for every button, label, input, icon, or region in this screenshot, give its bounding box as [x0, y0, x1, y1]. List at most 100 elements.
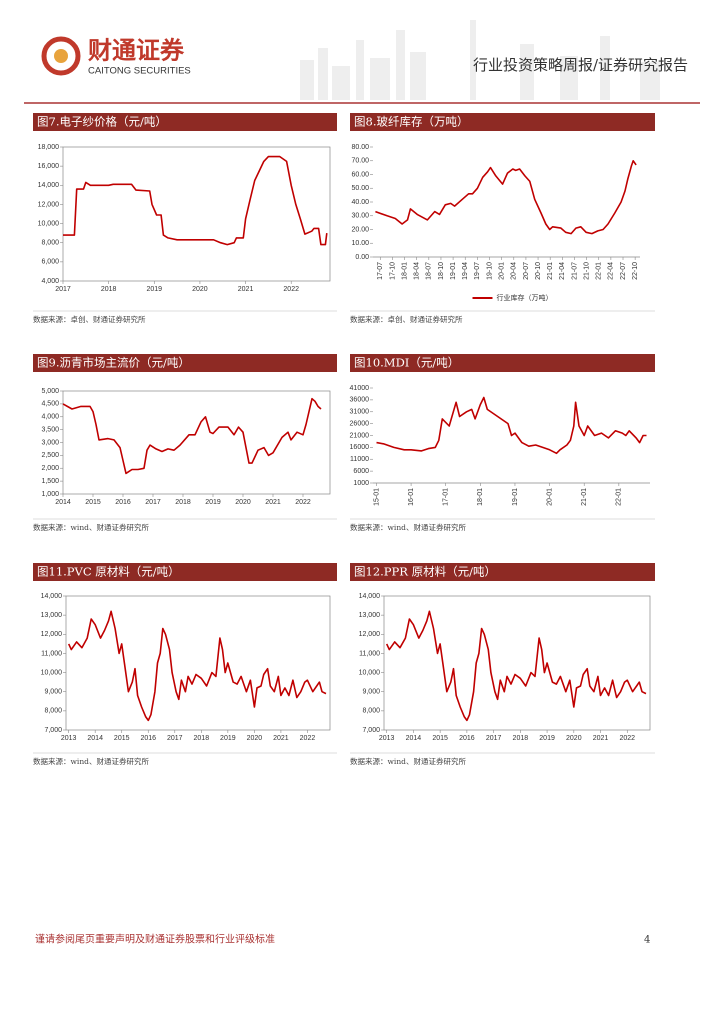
x-tick-label: 22-04 [608, 262, 615, 280]
x-tick-label: 22-07 [620, 262, 627, 280]
y-tick-label: 50.00 [351, 185, 369, 192]
chart-title: 图10.MDI（元/吨） [354, 356, 459, 370]
y-tick-label: 9,000 [362, 689, 380, 696]
x-tick-label: 2019 [220, 735, 236, 742]
y-tick-label: 21000 [350, 432, 370, 439]
y-tick-label: 70.00 [351, 158, 369, 165]
x-tick-label: 2018 [101, 286, 117, 293]
y-tick-label: 16000 [350, 444, 370, 451]
x-tick-label: 22-10 [632, 262, 639, 280]
x-tick-label: 22-01 [616, 488, 623, 506]
page-number: 4 [644, 935, 650, 946]
x-tick-label: 2018 [175, 499, 191, 506]
x-tick-label: 17-01 [443, 488, 450, 506]
y-tick-label: 6,000 [41, 259, 59, 266]
x-tick-label: 18-07 [426, 262, 433, 280]
data-line [375, 160, 637, 235]
x-tick-label: 19-01 [450, 262, 457, 280]
x-tick-label: 21-10 [583, 262, 590, 280]
y-tick-label: 11000 [350, 456, 369, 463]
source: 数据来源：卓创、财通证券研究所 [350, 314, 463, 324]
y-tick-label: 41000 [350, 385, 370, 392]
x-tick-label: 2014 [55, 499, 71, 506]
y-tick-label: 40.00 [351, 199, 369, 206]
x-tick-label: 16-01 [408, 488, 415, 506]
x-tick-label: 20-01 [498, 262, 505, 280]
y-tick-label: 18,000 [38, 144, 60, 151]
x-tick-label: 17-07 [377, 262, 384, 280]
x-tick-label: 2014 [87, 735, 103, 742]
logo-icon [41, 36, 81, 76]
y-tick-label: 8,000 [41, 240, 59, 247]
skyline [300, 20, 660, 100]
x-tick-label: 2020 [247, 735, 263, 742]
y-tick-label: 3,500 [41, 426, 59, 433]
y-tick-label: 12,000 [41, 631, 63, 638]
source: 数据来源：wind、财通证券研究所 [33, 522, 149, 532]
y-tick-label: 26000 [350, 420, 370, 427]
x-tick-label: 2021 [238, 286, 254, 293]
title-bar [33, 354, 337, 372]
source: 数据来源：wind、财通证券研究所 [33, 756, 149, 766]
x-tick-label: 2015 [114, 735, 130, 742]
y-tick-label: 4,000 [41, 414, 59, 421]
x-tick-label: 22-01 [596, 262, 603, 280]
x-tick-label: 2017 [486, 735, 502, 742]
x-tick-label: 2018 [194, 735, 210, 742]
y-tick-label: 6000 [353, 468, 369, 475]
chart-title: 图11.PVC 原材料（元/吨） [37, 565, 180, 579]
chart-title: 图9.沥青市场主流价（元/吨） [37, 356, 190, 370]
x-tick-label: 2019 [205, 499, 221, 506]
y-tick-label: 10,000 [41, 669, 63, 676]
x-tick-label: 2022 [619, 735, 635, 742]
x-tick-label: 19-04 [462, 262, 469, 280]
data-line [385, 610, 647, 722]
x-tick-label: 21-04 [559, 262, 566, 280]
chart-title: 图12.PPR 原材料（元/吨） [354, 565, 496, 579]
x-tick-label: 2020 [566, 735, 582, 742]
data-line [67, 610, 327, 722]
source: 数据来源：wind、财通证券研究所 [350, 522, 466, 532]
title-bar [350, 113, 655, 131]
plot-frame [62, 390, 331, 495]
x-tick-label: 2020 [192, 286, 208, 293]
x-tick-label: 2020 [235, 499, 251, 506]
y-tick-label: 12,000 [359, 631, 381, 638]
y-tick-label: 14,000 [41, 593, 63, 600]
x-tick-label: 2021 [593, 735, 609, 742]
title-bar [33, 113, 337, 131]
x-tick-label: 21-01 [581, 488, 588, 506]
y-tick-label: 14,000 [359, 593, 381, 600]
disclaimer: 谨请参阅尾页重要声明及财通证券股票和行业评级标准 [35, 933, 275, 946]
y-tick-label: 10,000 [359, 669, 381, 676]
y-tick-label: 11,000 [41, 650, 62, 657]
y-tick-label: 20.00 [351, 226, 369, 233]
y-tick-label: 12,000 [38, 201, 60, 208]
title-bar [350, 563, 655, 581]
x-tick-label: 2015 [85, 499, 101, 506]
y-tick-label: 3,000 [41, 439, 59, 446]
y-tick-label: 80.00 [351, 144, 369, 151]
x-tick-label: 2021 [273, 735, 289, 742]
y-tick-label: 1000 [353, 480, 369, 487]
y-tick-label: 60.00 [351, 171, 369, 178]
y-tick-label: 1,000 [41, 491, 59, 498]
y-tick-label: 14,000 [38, 182, 60, 189]
x-tick-label: 21-07 [571, 262, 578, 280]
y-tick-label: 36000 [350, 397, 370, 404]
y-tick-label: 16,000 [38, 163, 60, 170]
x-tick-label: 20-07 [523, 262, 530, 280]
x-tick-label: 2016 [459, 735, 475, 742]
x-tick-label: 21-01 [547, 262, 554, 280]
x-tick-label: 2016 [140, 735, 156, 742]
y-tick-label: 13,000 [41, 612, 63, 619]
x-tick-label: 2022 [295, 499, 311, 506]
x-tick-label: 19-07 [474, 262, 481, 280]
data-line [376, 396, 647, 455]
y-tick-label: 4,000 [41, 278, 59, 285]
report-type: 行业投资策略周报/证券研究报告 [473, 56, 688, 74]
title-bar [350, 354, 655, 372]
logo-cn: 财通证券 [88, 36, 185, 65]
x-tick-label: 18-01 [477, 488, 484, 506]
x-tick-label: 20-10 [535, 262, 542, 280]
